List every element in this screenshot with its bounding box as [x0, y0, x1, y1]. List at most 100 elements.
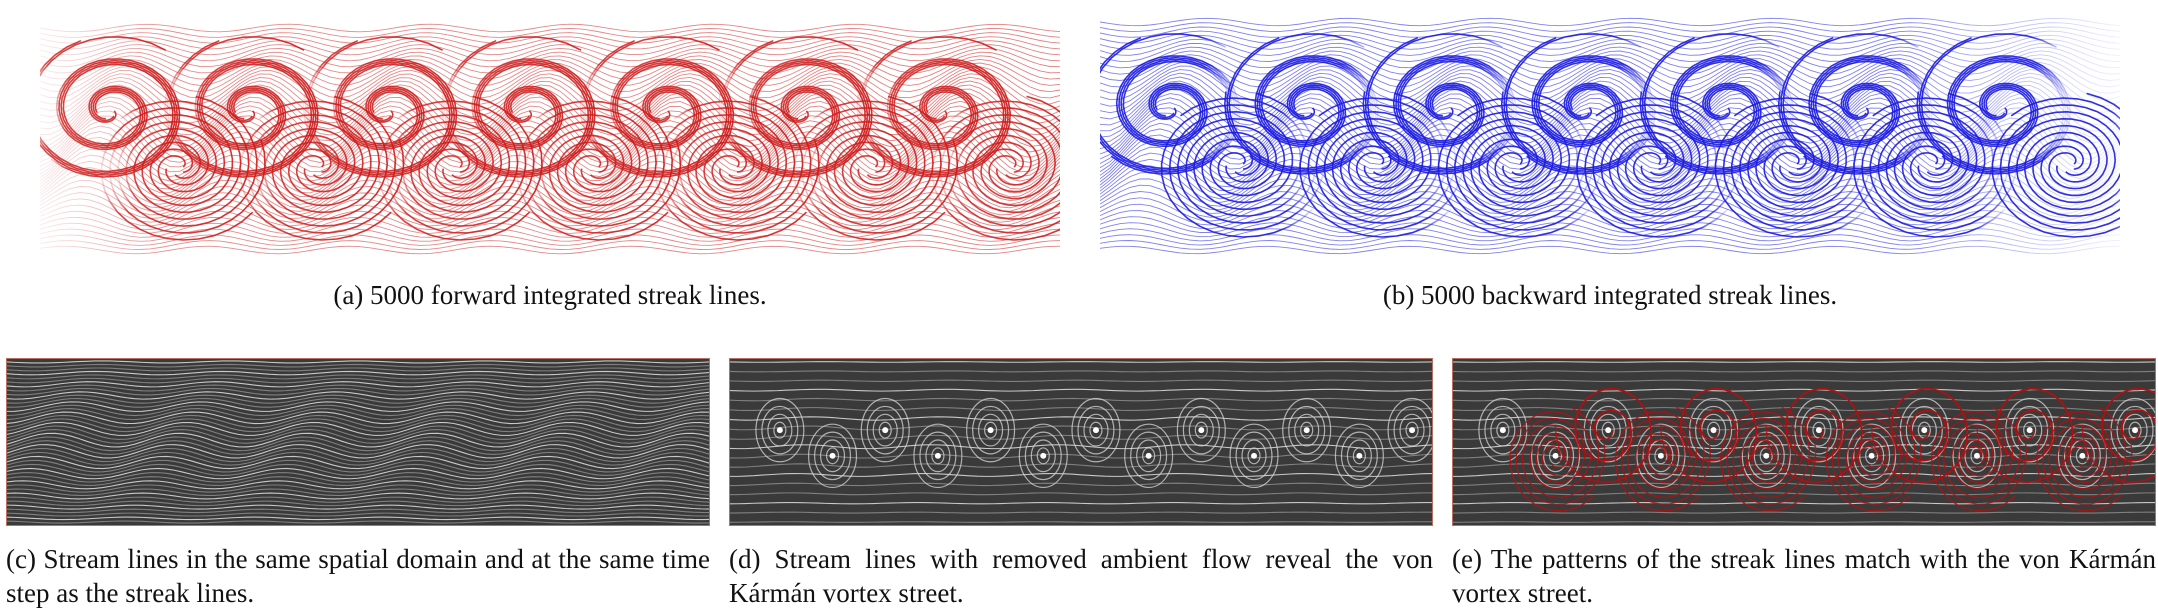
vortex-spiral	[1366, 33, 1511, 170]
vortex-ring	[1352, 447, 1366, 465]
caption-a: (a) 5000 forward integrated streak lines…	[333, 280, 767, 310]
stream-line	[1453, 379, 2155, 382]
streak-line	[1100, 140, 2120, 188]
vortex-ring	[913, 423, 963, 489]
vortex-spiral	[720, 39, 869, 175]
vortex-core	[1868, 452, 1875, 459]
vortex-ring	[1399, 413, 1425, 447]
vortex-spiral	[858, 39, 1007, 175]
vortex-core	[1763, 452, 1770, 459]
overlay-spiral	[1930, 411, 2016, 512]
stream-line	[730, 521, 1432, 523]
vortex-ring	[1346, 439, 1372, 473]
vortex-ring	[755, 397, 805, 463]
overlay-spiral	[1732, 406, 1811, 499]
streak-line	[40, 32, 1060, 44]
caption-e: (e) The patterns of the streak lines mat…	[1452, 544, 2156, 608]
vortex-spiral	[1249, 55, 1379, 175]
overlay-spiral	[1660, 388, 1758, 483]
streak-line	[1100, 42, 2120, 63]
vortex-spiral	[1643, 33, 1788, 170]
vortex-core	[1198, 427, 1205, 434]
stream-line	[7, 484, 709, 493]
vortex-ring	[767, 413, 793, 447]
vortex-spiral	[117, 95, 258, 227]
streak-line	[40, 222, 1060, 238]
vortex-core	[1356, 452, 1363, 459]
vortex-spiral	[166, 39, 315, 175]
vortex-ring	[931, 447, 945, 465]
vortex-spiral	[377, 107, 531, 241]
stream-line	[1453, 492, 2155, 496]
streak-line	[1100, 228, 2120, 242]
vortex-ring	[1130, 431, 1168, 481]
stream-line	[7, 377, 709, 384]
stream-line	[1453, 407, 2155, 412]
stream-line	[730, 472, 1432, 477]
vortex-ring	[1334, 423, 1384, 489]
vortex-spiral	[239, 107, 392, 241]
stream-line	[7, 429, 709, 444]
vortex-spiral	[931, 107, 1060, 241]
overlay-spiral	[1621, 417, 1711, 505]
vortex-ring	[1018, 423, 1068, 489]
stream-line	[7, 408, 709, 421]
vortex-spiral	[40, 39, 176, 175]
vortex-ring	[761, 405, 799, 455]
streak-line	[40, 245, 1060, 255]
overlay-spiral	[1726, 417, 1817, 505]
vortex-spiral	[2010, 97, 2120, 217]
stream-line	[7, 411, 709, 425]
vortex-ring	[1188, 413, 1214, 447]
vortex-ring	[1288, 405, 1326, 455]
overlay-spiral	[2042, 417, 2133, 505]
stream-line	[7, 401, 709, 412]
streak-line	[1100, 216, 2120, 234]
vortex-ring	[1136, 439, 1162, 473]
stream-line	[1453, 502, 2155, 505]
overlay-figure	[1452, 358, 2156, 526]
vortex-spiral	[1664, 55, 1795, 175]
stream-line	[730, 397, 1432, 402]
vortex-spiral	[466, 58, 596, 178]
stream-line	[7, 440, 709, 455]
vortex-spiral	[583, 36, 728, 173]
vortex-spiral	[1780, 36, 1929, 172]
vortex-street-figure	[729, 358, 1433, 526]
vortex-spiral	[1226, 36, 1375, 172]
stream-line	[1453, 370, 2155, 373]
vortex-spiral	[1941, 55, 2072, 175]
vortex-spiral	[1505, 33, 1650, 170]
stream-line	[7, 459, 709, 473]
streak-line	[1100, 50, 2120, 75]
streak-line	[1100, 22, 2120, 32]
overlay-spiral	[1515, 417, 1606, 505]
streak-line	[1100, 34, 2120, 50]
vortex-ring	[1194, 421, 1208, 439]
stream-line	[7, 472, 709, 483]
stream-line	[7, 447, 709, 463]
stream-line	[1453, 511, 2155, 514]
vortex-core	[1710, 427, 1717, 434]
streak-line	[40, 115, 1060, 168]
vortex-spiral	[1315, 92, 1457, 224]
vortex-spiral	[1782, 33, 1926, 170]
vortex-ring	[1182, 405, 1220, 455]
vortex-spiral	[1177, 92, 1318, 224]
vortex-ring	[1484, 405, 1522, 455]
vortex-spiral	[950, 100, 1060, 220]
vortex-ring	[1531, 423, 1581, 489]
streak-line	[40, 179, 1060, 212]
vortex-ring	[1405, 421, 1419, 439]
vortex-spiral	[654, 107, 808, 241]
stream-line	[730, 388, 1432, 392]
streak-line	[1100, 245, 2120, 255]
stream-line	[7, 421, 709, 436]
vortex-ring	[972, 405, 1010, 455]
stream-line	[7, 444, 709, 459]
stream-line	[7, 367, 709, 372]
vortex-spiral	[2007, 92, 2120, 224]
streak-line	[40, 198, 1060, 223]
streak-line	[1100, 26, 2120, 38]
vortex-core	[882, 427, 889, 434]
